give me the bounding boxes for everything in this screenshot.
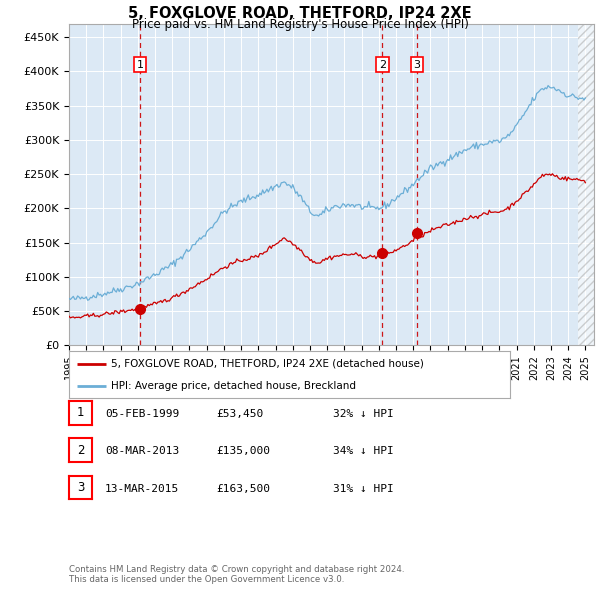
- Text: 2: 2: [379, 60, 386, 70]
- Text: 32% ↓ HPI: 32% ↓ HPI: [333, 409, 394, 419]
- Text: 1: 1: [136, 60, 143, 70]
- Text: 31% ↓ HPI: 31% ↓ HPI: [333, 484, 394, 493]
- Text: £135,000: £135,000: [216, 447, 270, 456]
- Text: 2: 2: [77, 444, 84, 457]
- Text: 3: 3: [77, 481, 84, 494]
- Text: £53,450: £53,450: [216, 409, 263, 419]
- Text: 3: 3: [413, 60, 421, 70]
- Text: 13-MAR-2015: 13-MAR-2015: [105, 484, 179, 493]
- Text: 08-MAR-2013: 08-MAR-2013: [105, 447, 179, 456]
- Text: 05-FEB-1999: 05-FEB-1999: [105, 409, 179, 419]
- Text: Contains HM Land Registry data © Crown copyright and database right 2024.
This d: Contains HM Land Registry data © Crown c…: [69, 565, 404, 584]
- Text: £163,500: £163,500: [216, 484, 270, 493]
- Text: HPI: Average price, detached house, Breckland: HPI: Average price, detached house, Brec…: [111, 381, 356, 391]
- Text: 5, FOXGLOVE ROAD, THETFORD, IP24 2XE (detached house): 5, FOXGLOVE ROAD, THETFORD, IP24 2XE (de…: [111, 359, 424, 369]
- Text: Price paid vs. HM Land Registry's House Price Index (HPI): Price paid vs. HM Land Registry's House …: [131, 18, 469, 31]
- Text: 1: 1: [77, 407, 84, 419]
- Text: 34% ↓ HPI: 34% ↓ HPI: [333, 447, 394, 456]
- Text: 5, FOXGLOVE ROAD, THETFORD, IP24 2XE: 5, FOXGLOVE ROAD, THETFORD, IP24 2XE: [128, 6, 472, 21]
